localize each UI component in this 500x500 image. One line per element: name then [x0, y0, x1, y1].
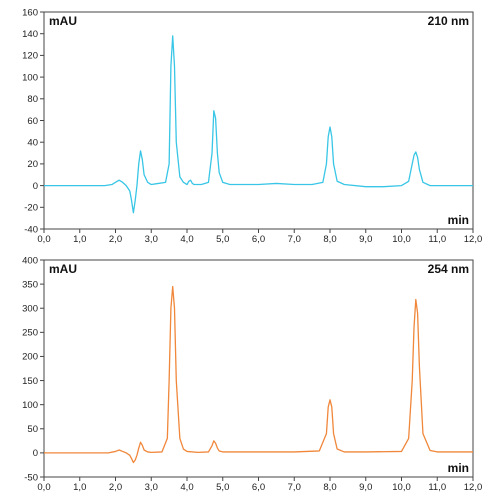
x-tick-label: 1,0	[73, 482, 86, 493]
y-tick-label: 140	[22, 29, 38, 40]
y-tick-label: 50	[27, 424, 38, 435]
x-tick-label: 2,0	[109, 234, 122, 245]
y-tick-label: 40	[27, 138, 38, 149]
x-tick-label: 12,0	[464, 482, 483, 493]
y-axis-unit-label: mAU	[49, 14, 77, 28]
y-axis-unit-label: mAU	[49, 262, 77, 276]
y-tick-label: 400	[22, 255, 38, 266]
x-tick-label: 11,0	[428, 482, 446, 493]
x-tick-label: 8,0	[323, 482, 336, 493]
chromatogram-panel-210nm: -40 -20 0 20 40 60 80 100 120 140 160 0,0 1,0 2,0 3,0 4…	[22, 7, 482, 245]
chromatogram-trace	[44, 285, 473, 464]
x-tick-label: 11,0	[428, 234, 446, 245]
y-tick-label: 100	[22, 72, 38, 83]
y-tick-label: 60	[27, 116, 38, 127]
y-tick-label: 250	[22, 328, 38, 339]
y-tick-label: -40	[24, 224, 38, 235]
wavelength-label: 254 nm	[428, 262, 469, 276]
x-tick-label: 10,0	[392, 482, 411, 493]
x-tick-label: 6,0	[252, 234, 265, 245]
y-tick-label: 300	[22, 304, 38, 315]
y-tick-label: 100	[22, 400, 38, 411]
x-tick-label: 5,0	[216, 234, 229, 245]
x-tick-label: 4,0	[180, 482, 193, 493]
y-tick-label: 80	[27, 94, 38, 105]
plot-frame	[43, 11, 474, 230]
x-tick-label: 7,0	[288, 482, 301, 493]
x-tick-label: 10,0	[392, 234, 411, 245]
x-tick-label: 12,0	[464, 234, 483, 245]
y-tick-label: 160	[22, 7, 38, 18]
y-tick-label: 120	[22, 51, 38, 62]
x-tick-label: 6,0	[252, 482, 265, 493]
x-tick-label: 8,0	[323, 234, 336, 245]
y-tick-label: 0	[33, 448, 38, 459]
x-tick-label: 1,0	[73, 234, 86, 245]
chromatogram-trace	[44, 35, 473, 214]
x-axis-unit-label: min	[448, 213, 469, 227]
y-tick-label: 20	[27, 159, 38, 170]
x-tick-label: 0,0	[37, 234, 50, 245]
wavelength-label: 210 nm	[428, 14, 469, 28]
x-tick-label: 3,0	[145, 482, 158, 493]
plot-frame	[43, 259, 474, 478]
x-axis-unit-label: min	[448, 461, 469, 475]
y-tick-label: 0	[33, 181, 38, 192]
x-tick-label: 7,0	[288, 234, 301, 245]
x-tick-label: 5,0	[216, 482, 229, 493]
y-tick-label: 150	[22, 376, 38, 387]
chromatogram-panel-254nm: -50 0 50 100 150 200 250 300 350 400 0,0 1,0 2,0 3,0 4…	[22, 255, 482, 493]
x-tick-label: 0,0	[37, 482, 50, 493]
x-tick-label: 4,0	[180, 234, 193, 245]
x-tick-label: 9,0	[359, 234, 372, 245]
y-tick-label: 350	[22, 279, 38, 290]
y-tick-label: 200	[22, 352, 38, 363]
y-tick-label: -20	[24, 203, 38, 214]
y-tick-label: -50	[24, 472, 38, 483]
x-tick-label: 3,0	[145, 234, 158, 245]
x-tick-label: 2,0	[109, 482, 122, 493]
x-tick-label: 9,0	[359, 482, 372, 493]
